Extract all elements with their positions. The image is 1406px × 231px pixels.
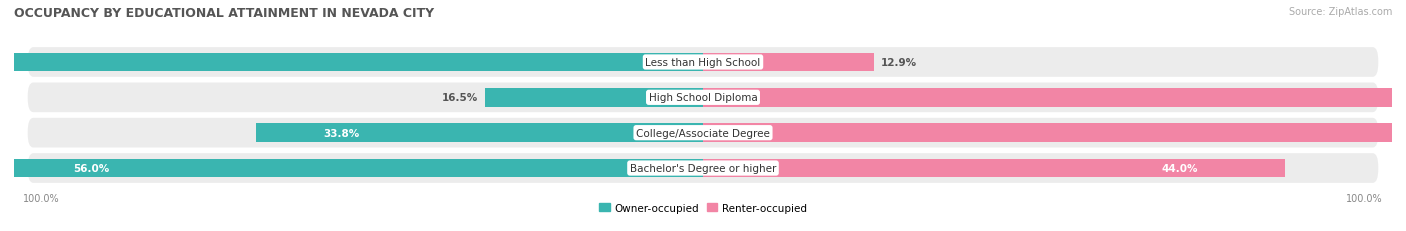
Bar bbox=[0, 159, 703, 177]
FancyBboxPatch shape bbox=[28, 154, 1378, 183]
Bar bbox=[0, 54, 703, 72]
Bar bbox=[703, 159, 1285, 177]
Bar bbox=[485, 89, 703, 107]
Bar bbox=[703, 124, 1406, 142]
Bar bbox=[703, 54, 873, 72]
Bar bbox=[703, 89, 1406, 107]
Text: 44.0%: 44.0% bbox=[1161, 163, 1198, 173]
FancyBboxPatch shape bbox=[28, 118, 1378, 148]
FancyBboxPatch shape bbox=[28, 83, 1378, 113]
Text: Source: ZipAtlas.com: Source: ZipAtlas.com bbox=[1288, 7, 1392, 17]
Legend: Owner-occupied, Renter-occupied: Owner-occupied, Renter-occupied bbox=[595, 198, 811, 217]
Text: 12.9%: 12.9% bbox=[880, 58, 917, 68]
FancyBboxPatch shape bbox=[28, 48, 1378, 77]
Text: 56.0%: 56.0% bbox=[73, 163, 110, 173]
Bar bbox=[256, 124, 703, 142]
Text: 16.5%: 16.5% bbox=[441, 93, 478, 103]
Text: College/Associate Degree: College/Associate Degree bbox=[636, 128, 770, 138]
Text: Less than High School: Less than High School bbox=[645, 58, 761, 68]
Text: OCCUPANCY BY EDUCATIONAL ATTAINMENT IN NEVADA CITY: OCCUPANCY BY EDUCATIONAL ATTAINMENT IN N… bbox=[14, 7, 434, 20]
Text: Bachelor's Degree or higher: Bachelor's Degree or higher bbox=[630, 163, 776, 173]
Text: 33.8%: 33.8% bbox=[323, 128, 359, 138]
Text: High School Diploma: High School Diploma bbox=[648, 93, 758, 103]
